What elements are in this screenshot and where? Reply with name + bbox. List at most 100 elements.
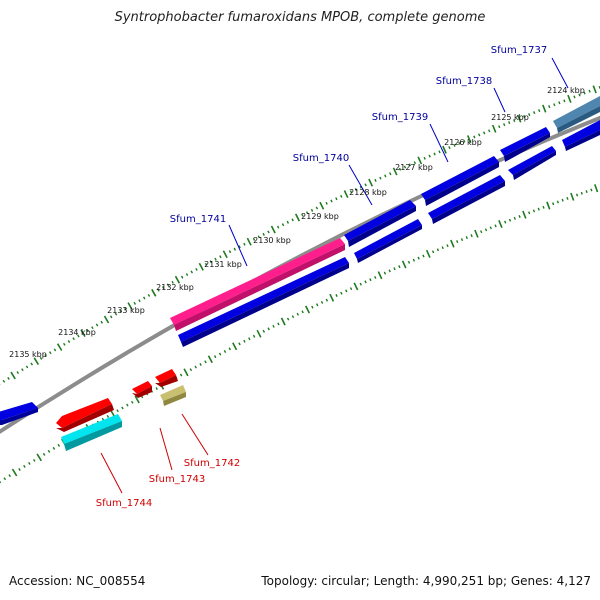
minor-tick xyxy=(364,183,367,187)
minor-tick xyxy=(431,250,435,254)
tick-label: 2129 kbp xyxy=(301,212,339,221)
major-tick xyxy=(207,355,213,364)
major-tick xyxy=(198,262,204,271)
minor-tick xyxy=(109,315,113,319)
gene-leader-lines-red xyxy=(100,413,209,494)
minor-tick xyxy=(204,360,207,364)
minor-tick xyxy=(315,303,319,307)
minor-tick xyxy=(77,334,80,338)
gene-sfum-1738[interactable] xyxy=(500,127,550,162)
minor-tick xyxy=(179,373,183,377)
minor-tick xyxy=(204,262,208,266)
minor-tick xyxy=(67,340,71,343)
minor-tick xyxy=(243,242,246,246)
gene-label-sfum-1743[interactable]: Sfum_1743 xyxy=(149,474,205,485)
gene-sfum-1740[interactable] xyxy=(344,200,416,247)
gene-sfum-1741-cds[interactable] xyxy=(178,257,349,347)
minor-tick xyxy=(277,322,280,326)
gene-label-sfum-1738[interactable]: Sfum_1738 xyxy=(436,76,492,87)
gene-labels: Sfum_1737 Sfum_1738 Sfum_1739 Sfum_1740 … xyxy=(96,45,547,509)
minor-tick xyxy=(171,280,174,284)
minor-tick xyxy=(566,196,569,200)
gene-label-sfum-1739[interactable]: Sfum_1739 xyxy=(372,112,428,123)
minor-tick xyxy=(552,202,555,206)
gene-sfum-1737-cds[interactable] xyxy=(562,120,600,151)
minor-tick xyxy=(533,111,536,115)
gene-sfum-1738-cds[interactable] xyxy=(508,146,556,180)
minor-tick xyxy=(161,286,165,290)
gene-label-sfum-1741[interactable]: Sfum_1741 xyxy=(170,214,226,225)
tick-label: 2126 kbp xyxy=(444,138,482,147)
gene-left-partial[interactable] xyxy=(0,402,38,425)
gene-sfum-1740-cds[interactable] xyxy=(354,219,422,263)
minor-tick xyxy=(199,362,202,366)
minor-tick xyxy=(542,205,545,209)
upper-tick-ring xyxy=(0,85,600,386)
gene-sfum-1739-cds[interactable] xyxy=(428,175,505,224)
minor-tick xyxy=(446,244,449,248)
major-tick xyxy=(232,342,238,351)
minor-tick xyxy=(393,267,396,271)
gene-sfum-1744-red[interactable] xyxy=(56,398,114,432)
major-tick xyxy=(592,85,597,94)
minor-tick xyxy=(267,230,270,234)
minor-tick xyxy=(262,329,266,333)
minor-tick xyxy=(311,305,314,309)
minor-tick xyxy=(142,296,146,300)
minor-tick xyxy=(433,152,436,156)
minor-tick xyxy=(407,260,411,264)
minor-tick xyxy=(52,446,56,450)
gene-sfum-1742-red[interactable] xyxy=(155,369,178,387)
major-tick xyxy=(425,249,431,258)
tick-label: 2127 kbp xyxy=(395,163,433,172)
minor-tick xyxy=(480,230,483,234)
minor-tick xyxy=(124,307,127,311)
minor-tick xyxy=(155,387,158,391)
minor-tick xyxy=(484,228,488,232)
minor-tick xyxy=(588,89,591,93)
minor-tick xyxy=(53,348,57,352)
minor-tick xyxy=(428,154,431,158)
minor-tick xyxy=(252,334,256,338)
minor-tick xyxy=(214,257,217,261)
map-title: Syntrophobacter fumaroxidans MPOB, compl… xyxy=(114,10,486,25)
gene-label-sfum-1740[interactable]: Sfum_1740 xyxy=(293,153,349,164)
minor-tick xyxy=(209,260,213,264)
minor-tick xyxy=(561,198,564,202)
minor-tick xyxy=(248,337,251,341)
minor-tick xyxy=(335,294,338,297)
gene-label-sfum-1744[interactable]: Sfum_1744 xyxy=(96,498,152,509)
minor-tick xyxy=(345,289,348,293)
minor-tick xyxy=(267,327,270,331)
minor-tick xyxy=(213,355,217,359)
major-tick xyxy=(570,192,575,201)
minor-tick xyxy=(0,480,2,484)
gene-leader-lines-blue xyxy=(228,57,569,267)
tick-label: 2125 kbp xyxy=(491,113,529,122)
minor-tick xyxy=(301,310,304,314)
minor-tick xyxy=(233,247,237,251)
gene-label-sfum-1737[interactable]: Sfum_1737 xyxy=(491,45,547,56)
gene-sfum-1739[interactable] xyxy=(421,156,499,206)
minor-tick xyxy=(185,273,189,277)
major-tick xyxy=(36,453,42,462)
gene-label-sfum-1742[interactable]: Sfum_1742 xyxy=(184,458,240,469)
minor-tick xyxy=(359,282,362,286)
minor-tick xyxy=(330,199,333,203)
minor-tick xyxy=(578,93,581,97)
gene-sfum-1737[interactable] xyxy=(553,96,600,133)
gene-sfum-1744-cyan[interactable] xyxy=(61,414,122,451)
major-tick xyxy=(319,201,325,210)
gene-sfum-1741-highlight[interactable] xyxy=(170,238,345,331)
tick-label: 2132 kbp xyxy=(156,283,194,292)
minor-tick xyxy=(575,193,579,197)
minor-tick xyxy=(483,131,486,135)
minor-tick xyxy=(301,213,304,217)
minor-tick xyxy=(133,301,137,305)
gene-sfum-1742-khaki[interactable] xyxy=(160,385,186,406)
tick-label: 2131 kbp xyxy=(204,260,242,269)
minor-tick xyxy=(388,269,391,273)
gene-sfum-1743[interactable] xyxy=(132,381,152,398)
major-tick xyxy=(222,250,228,259)
